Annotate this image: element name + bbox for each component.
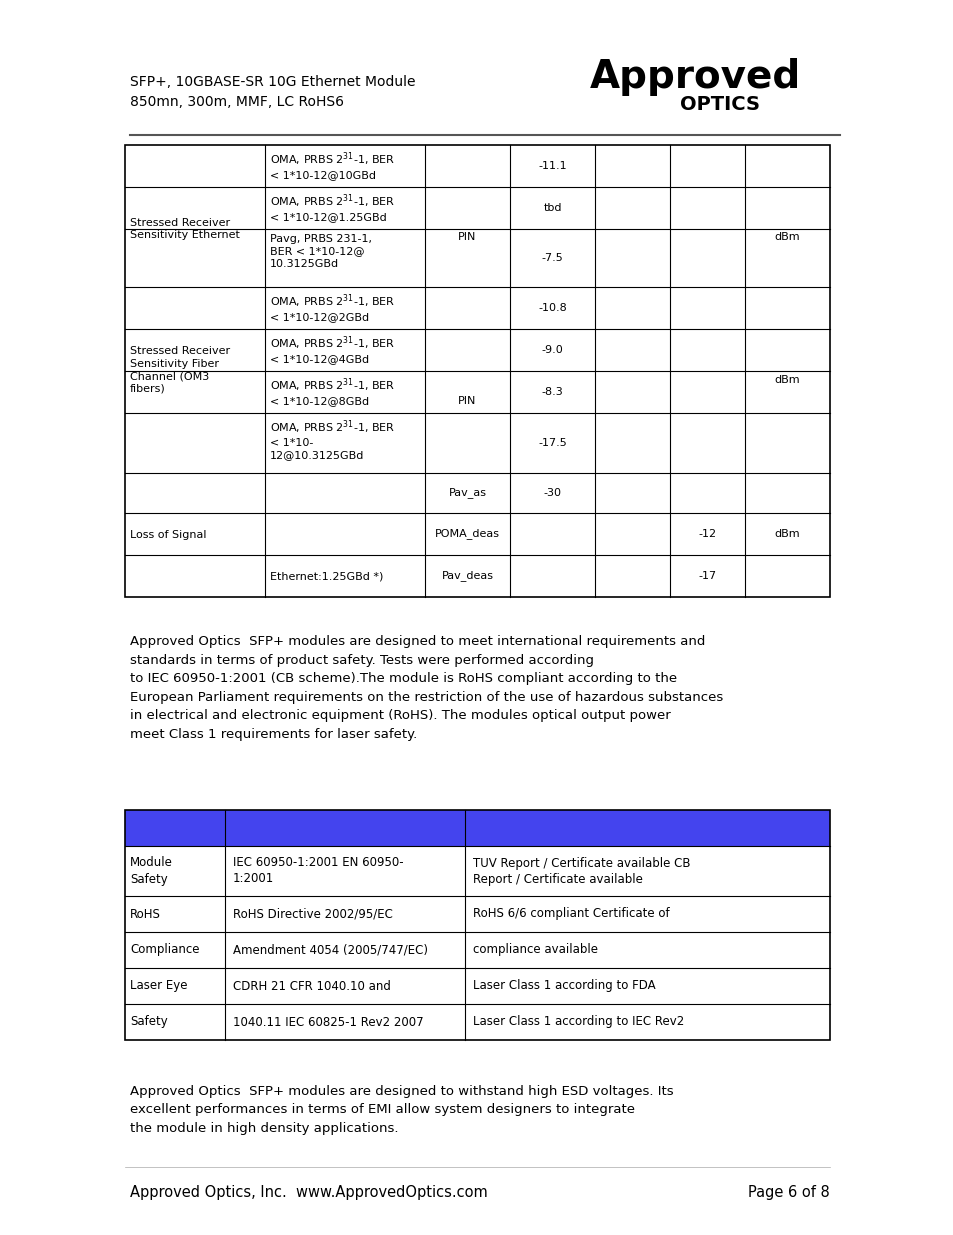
Text: Approved Optics  SFP+ modules are designed to meet international requirements an: Approved Optics SFP+ modules are designe… xyxy=(130,635,722,741)
Text: dBm: dBm xyxy=(774,375,800,385)
Text: dBm: dBm xyxy=(774,232,800,242)
Text: Pav_deas: Pav_deas xyxy=(441,571,493,582)
Text: OPTICS: OPTICS xyxy=(679,95,760,114)
Text: -7.5: -7.5 xyxy=(541,253,563,263)
Text: tbd: tbd xyxy=(542,203,561,212)
Text: Safety: Safety xyxy=(130,1015,168,1029)
Text: OMA, PRBS 2$^{31}$-1, BER
< 1*10-12@1.25GBd: OMA, PRBS 2$^{31}$-1, BER < 1*10-12@1.25… xyxy=(270,191,395,222)
Text: CDRH 21 CFR 1040.10 and: CDRH 21 CFR 1040.10 and xyxy=(233,979,391,993)
Bar xyxy=(125,810,829,846)
Text: IEC 60950-1:2001 EN 60950-
1:2001: IEC 60950-1:2001 EN 60950- 1:2001 xyxy=(233,857,403,885)
Bar xyxy=(125,144,829,597)
Text: Stressed Receiver
Sensitivity Ethernet: Stressed Receiver Sensitivity Ethernet xyxy=(130,217,239,240)
Text: -9.0: -9.0 xyxy=(541,345,563,354)
Text: RoHS 6/6 compliant Certificate of: RoHS 6/6 compliant Certificate of xyxy=(473,908,669,920)
Text: Pav_as: Pav_as xyxy=(448,488,486,499)
Text: RoHS: RoHS xyxy=(130,908,161,920)
Text: POMA_deas: POMA_deas xyxy=(435,529,499,540)
Text: -11.1: -11.1 xyxy=(537,161,566,170)
Text: -12: -12 xyxy=(698,529,716,538)
Text: PIN: PIN xyxy=(457,232,476,242)
Text: Stressed Receiver
Sensitivity Fiber
Channel (OM3
fibers): Stressed Receiver Sensitivity Fiber Chan… xyxy=(130,346,230,394)
Text: RoHS Directive 2002/95/EC: RoHS Directive 2002/95/EC xyxy=(233,908,393,920)
Text: OMA, PRBS 2$^{31}$-1, BER
< 1*10-12@8GBd: OMA, PRBS 2$^{31}$-1, BER < 1*10-12@8GBd xyxy=(270,375,395,406)
Text: Page 6 of 8: Page 6 of 8 xyxy=(747,1186,829,1200)
Text: Approved Optics  SFP+ modules are designed to withstand high ESD voltages. Its
e: Approved Optics SFP+ modules are designe… xyxy=(130,1086,673,1135)
Text: Compliance: Compliance xyxy=(130,944,199,956)
Text: Module
Safety: Module Safety xyxy=(130,857,172,885)
Bar xyxy=(125,810,829,1040)
Text: PIN: PIN xyxy=(457,396,476,406)
Text: -17: -17 xyxy=(698,571,716,580)
Text: OMA, PRBS 2$^{31}$-1, BER
< 1*10-12@4GBd: OMA, PRBS 2$^{31}$-1, BER < 1*10-12@4GBd xyxy=(270,333,395,364)
Text: dBm: dBm xyxy=(774,529,800,538)
Text: -17.5: -17.5 xyxy=(537,438,566,448)
Text: Laser Eye: Laser Eye xyxy=(130,979,188,993)
Text: Ethernet:1.25GBd *): Ethernet:1.25GBd *) xyxy=(270,571,383,580)
Text: compliance available: compliance available xyxy=(473,944,598,956)
Text: 850mn, 300m, MMF, LC RoHS6: 850mn, 300m, MMF, LC RoHS6 xyxy=(130,95,344,109)
Text: Amendment 4054 (2005/747/EC): Amendment 4054 (2005/747/EC) xyxy=(233,944,428,956)
Text: OMA, PRBS 2$^{31}$-1, BER
< 1*10-12@10GBd: OMA, PRBS 2$^{31}$-1, BER < 1*10-12@10GB… xyxy=(270,149,395,180)
Text: Approved: Approved xyxy=(589,58,801,96)
Text: Laser Class 1 according to FDA: Laser Class 1 according to FDA xyxy=(473,979,655,993)
Text: TUV Report / Certificate available CB
Report / Certificate available: TUV Report / Certificate available CB Re… xyxy=(473,857,690,885)
Text: -30: -30 xyxy=(543,488,561,498)
Text: OMA, PRBS 2$^{31}$-1, BER
< 1*10-
12@10.3125GBd: OMA, PRBS 2$^{31}$-1, BER < 1*10- 12@10.… xyxy=(270,417,395,461)
Text: Loss of Signal: Loss of Signal xyxy=(130,530,206,540)
Text: 1040.11 IEC 60825-1 Rev2 2007: 1040.11 IEC 60825-1 Rev2 2007 xyxy=(233,1015,423,1029)
Text: Pavg, PRBS 231-1,
BER < 1*10-12@
10.3125GBd: Pavg, PRBS 231-1, BER < 1*10-12@ 10.3125… xyxy=(270,233,372,269)
Text: Laser Class 1 according to IEC Rev2: Laser Class 1 according to IEC Rev2 xyxy=(473,1015,683,1029)
Text: SFP+, 10GBASE-SR 10G Ethernet Module: SFP+, 10GBASE-SR 10G Ethernet Module xyxy=(130,75,416,89)
Text: -8.3: -8.3 xyxy=(541,387,563,396)
Text: -10.8: -10.8 xyxy=(537,303,566,312)
Text: Approved Optics, Inc.  www.ApprovedOptics.com: Approved Optics, Inc. www.ApprovedOptics… xyxy=(130,1186,487,1200)
Text: OMA, PRBS 2$^{31}$-1, BER
< 1*10-12@2GBd: OMA, PRBS 2$^{31}$-1, BER < 1*10-12@2GBd xyxy=(270,291,395,322)
